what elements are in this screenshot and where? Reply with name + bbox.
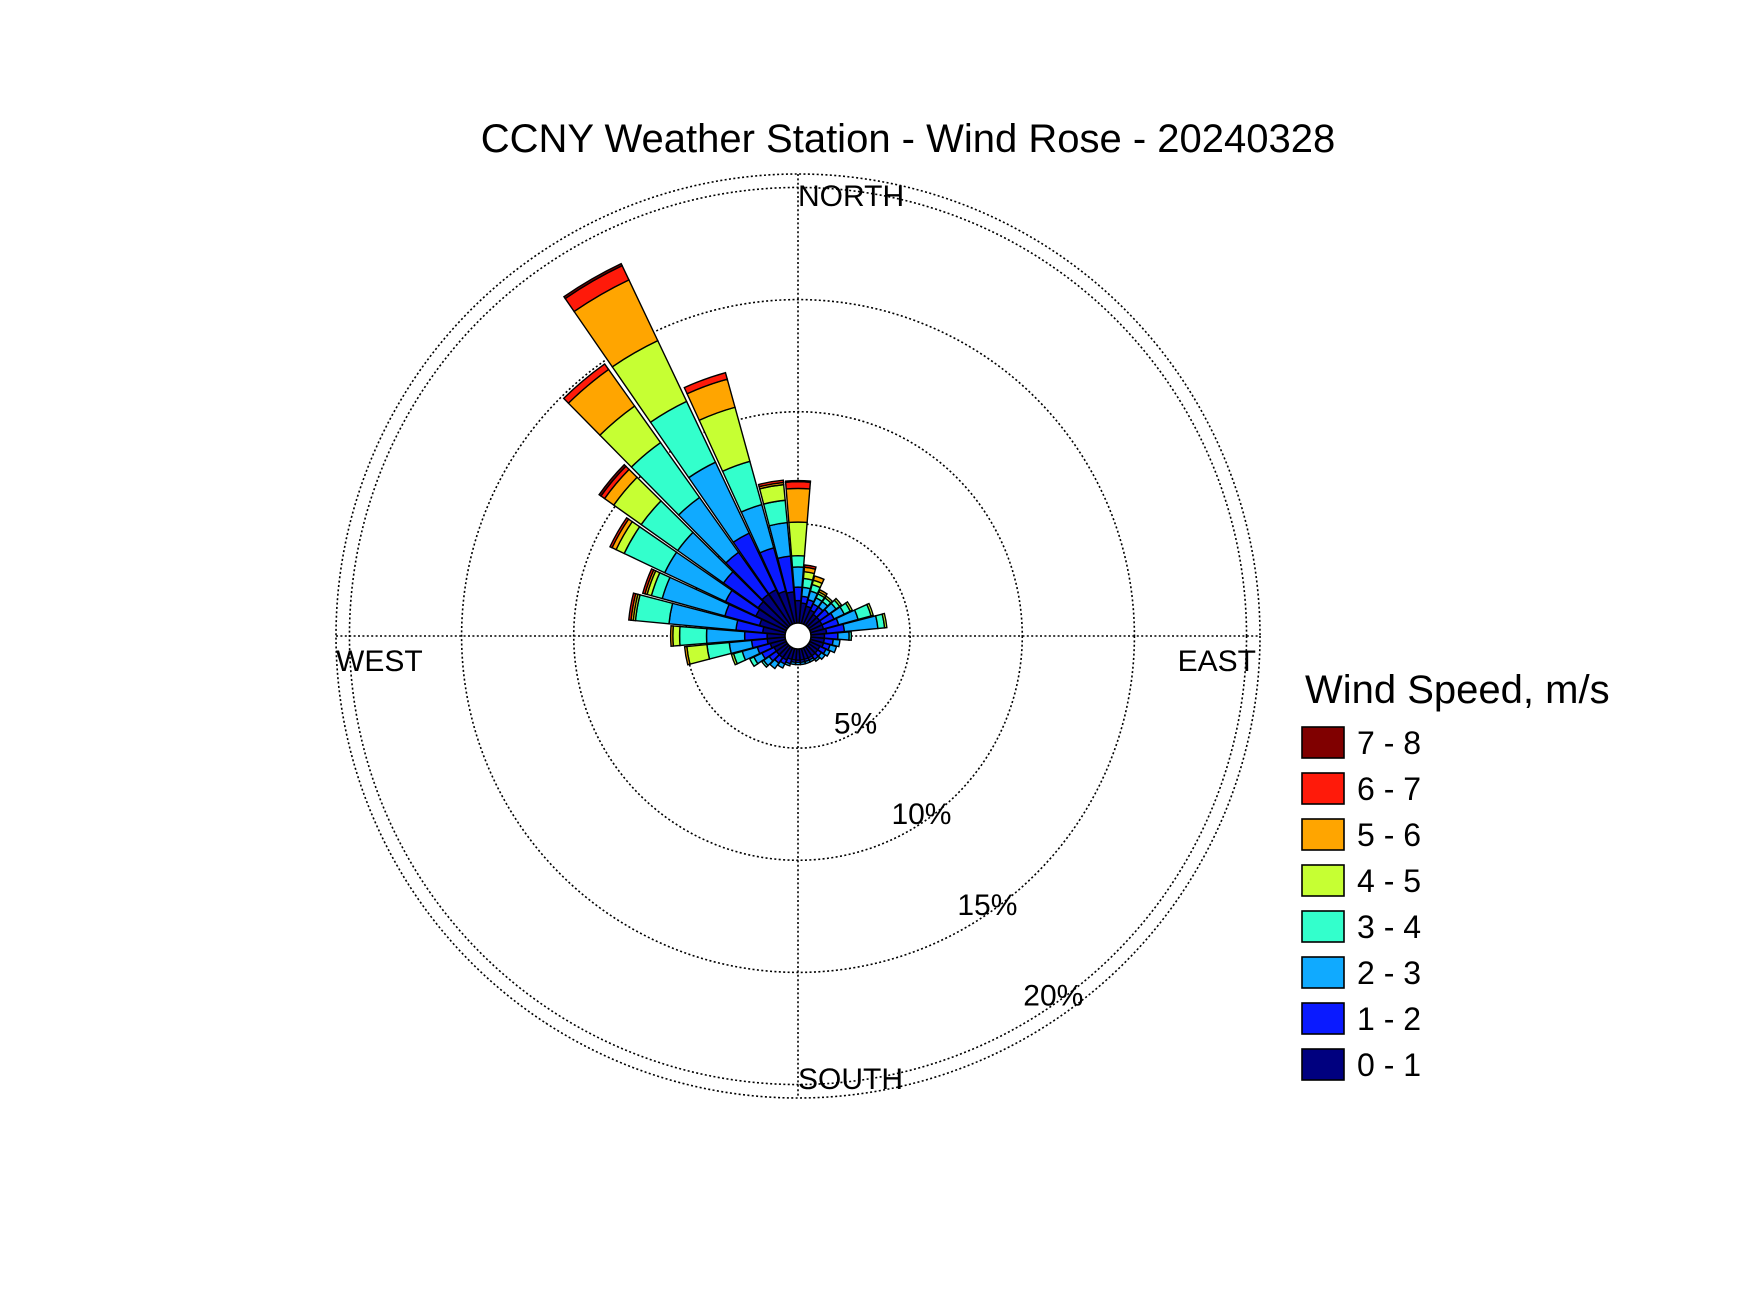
legend-label-1-2: 1 - 2	[1357, 1001, 1421, 1037]
legend-swatch-2-3	[1301, 956, 1345, 989]
wedge-180-2-3	[794, 661, 802, 666]
wedge-90-3-4	[848, 630, 853, 642]
wedge-290-6-7	[641, 568, 655, 595]
legend-label-7-8: 7 - 8	[1357, 725, 1421, 761]
wedge-30-5-6	[818, 588, 829, 597]
wedge-70-4-5	[865, 602, 875, 617]
wedge-320-6-7	[562, 363, 610, 405]
wedge-300-6-7	[609, 516, 630, 549]
ring-5pct	[685, 523, 911, 749]
wedge-0-1-2	[793, 586, 803, 602]
ring-15pct	[460, 298, 1136, 974]
wedge-260-3-4	[706, 641, 733, 660]
wedge-330-7-8	[562, 262, 624, 300]
wedge-60-4-5	[844, 600, 854, 613]
legend-swatch-3-4	[1301, 910, 1345, 943]
legend-swatch-6-7	[1301, 772, 1345, 805]
wedge-240-3-4	[748, 656, 759, 668]
wedge-170-2-3	[799, 660, 807, 666]
wedge-0-5-6	[785, 487, 811, 524]
wedge-270-4-5	[672, 625, 681, 647]
ring-label-10pct: 10%	[891, 798, 951, 831]
wedge-260-4-5	[686, 643, 711, 666]
chart-title: CCNY Weather Station - Wind Rose - 20240…	[481, 117, 1336, 161]
wedge-0-3-4	[790, 555, 806, 568]
wedge-80-4-5	[881, 612, 888, 629]
ring-label-20pct: 20%	[1023, 980, 1083, 1013]
legend-label-5-6: 5 - 6	[1357, 817, 1421, 853]
legend-label-2-3: 2 - 3	[1357, 955, 1421, 991]
legend-swatch-1-2	[1301, 1002, 1345, 1035]
wedge-350-6-7	[757, 479, 785, 488]
wedge-270-5-6	[669, 625, 675, 647]
direction-label-north: NORTH	[798, 180, 904, 213]
ring-label-15pct: 15%	[957, 889, 1017, 922]
wedge-0-6-7	[784, 481, 812, 490]
legend-label-6-7: 6 - 7	[1357, 771, 1421, 807]
wedge-140-2-3	[813, 655, 821, 663]
wedge-50-4-5	[833, 597, 843, 608]
wedge-0-7-8	[784, 479, 812, 483]
legend-label-3-4: 3 - 4	[1357, 909, 1421, 945]
wedge-10-6-7	[803, 564, 817, 571]
ring-outer	[335, 173, 1261, 1099]
wedge-0-2-3	[791, 566, 805, 589]
direction-label-south: SOUTH	[798, 1063, 903, 1096]
wedge-340-6-7	[683, 371, 729, 395]
direction-label-west: WEST	[336, 645, 423, 678]
legend-swatch-5-6	[1301, 818, 1345, 851]
wind-sectors	[562, 262, 888, 670]
legend: Wind Speed, m/s 7 - 8 6 - 7 5 - 6 4 - 5 3 - …	[1301, 668, 1610, 1083]
legend-swatch-4-5	[1301, 864, 1345, 897]
legend-label-4-5: 4 - 5	[1357, 863, 1421, 899]
center-hole	[784, 622, 812, 650]
wedge-260-5-6	[683, 645, 691, 666]
wedge-100-2-3	[831, 638, 841, 648]
wedge-250-4-5	[730, 652, 739, 666]
wedge-280-6-7	[628, 592, 637, 621]
wedge-270-3-4	[678, 625, 708, 647]
wedge-90-2-3	[837, 631, 850, 641]
wedge-310-7-8	[598, 463, 627, 497]
wedge-20-5-6	[812, 575, 825, 585]
legend-swatch-7-8	[1301, 726, 1345, 759]
ring-labels: 5% 10% 15% 20%	[834, 707, 1083, 1012]
wedge-0-4-5	[788, 521, 808, 557]
ring-label-5pct: 5%	[834, 707, 877, 740]
legend-label-0-1: 0 - 1	[1357, 1047, 1421, 1083]
legend-title: Wind Speed, m/s	[1305, 668, 1610, 712]
legend-swatch-0-1	[1301, 1048, 1345, 1081]
direction-label-east: EAST	[1178, 645, 1256, 678]
